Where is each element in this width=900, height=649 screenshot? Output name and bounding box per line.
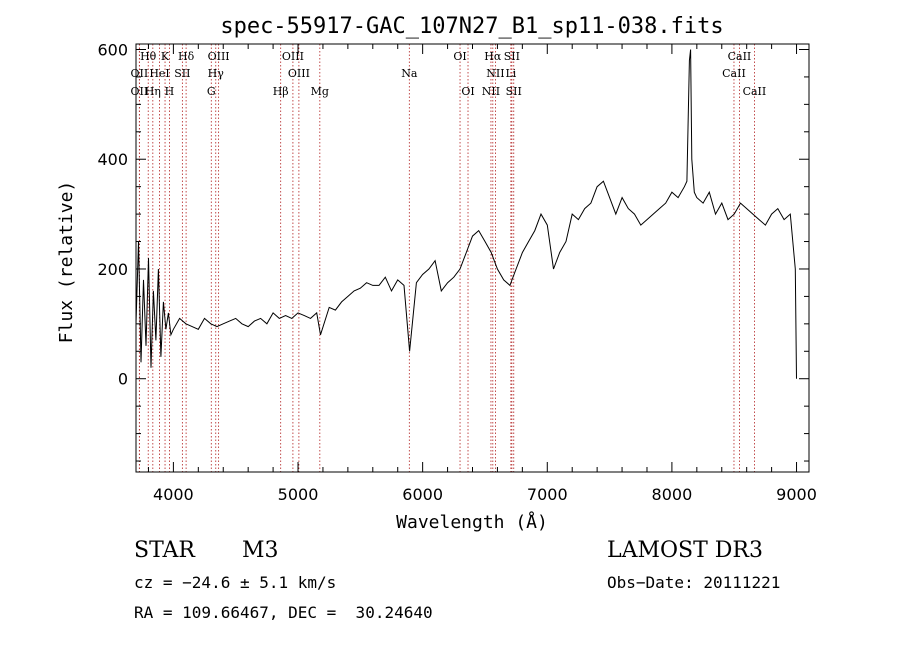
x-axis-label: Wavelength (Å) <box>396 511 548 533</box>
line-label: Hθ <box>140 50 157 63</box>
survey-name: LAMOST DR3 <box>607 538 763 563</box>
x-tick-label: 9000 <box>776 485 817 504</box>
line-label: H <box>165 85 175 98</box>
x-tick-labels: 4000 5000 6000 7000 8000 9000 <box>153 485 817 504</box>
line-label: G <box>207 85 216 98</box>
y-tick-labels: 0 200 400 600 <box>97 40 128 388</box>
line-label: OII <box>131 85 149 98</box>
chart-title: spec-55917-GAC_107N27_B1_sp11-038.fits <box>220 14 723 39</box>
line-label: Hδ <box>178 50 195 63</box>
line-label: SII <box>174 67 190 80</box>
line-label: Hη <box>145 85 161 98</box>
line-label: OI <box>461 85 474 98</box>
y-tick-label: 0 <box>118 370 128 389</box>
y-tick-label: 400 <box>97 150 128 169</box>
plot-frame <box>135 43 810 473</box>
line-label: OIII <box>282 50 304 63</box>
line-label: CaII <box>743 85 767 98</box>
line-label: OIII <box>208 50 230 63</box>
y-tick-label: 600 <box>97 40 128 59</box>
line-label: Li <box>505 67 516 80</box>
axis-ticks <box>136 44 809 472</box>
emission-line-markers <box>138 44 755 472</box>
line-label: Hβ <box>273 85 289 98</box>
x-tick-label: 5000 <box>278 485 319 504</box>
y-tick-label: 200 <box>97 260 128 279</box>
line-label: HeI <box>149 67 169 80</box>
sky-coordinates: RA = 109.66467, DEC = 30.24640 <box>134 603 433 622</box>
x-tick-label: 8000 <box>652 485 693 504</box>
line-label: CaII <box>722 67 746 80</box>
x-tick-label: 7000 <box>527 485 568 504</box>
line-label: OI <box>453 50 466 63</box>
line-label: K <box>161 50 170 63</box>
x-tick-label: 6000 <box>402 485 443 504</box>
redshift-velocity: cz = −24.6 ± 5.1 km/s <box>134 573 337 592</box>
x-tick-label: 4000 <box>153 485 194 504</box>
line-label: Hγ <box>208 67 225 80</box>
object-subclass: M3 <box>242 538 279 563</box>
line-label: SII <box>506 85 522 98</box>
line-label: Mg <box>311 85 329 98</box>
line-label: SII <box>504 50 520 63</box>
observation-date: Obs−Date: 20111221 <box>607 573 781 592</box>
line-label: OII <box>131 67 149 80</box>
line-label: Na <box>401 67 418 80</box>
line-label: OIII <box>288 67 310 80</box>
line-label: NII <box>482 85 500 98</box>
object-class: STAR <box>134 538 195 563</box>
y-axis-label: Flux (relative) <box>56 181 77 344</box>
spectrum-line <box>135 49 797 379</box>
line-label: CaII <box>728 50 752 63</box>
line-label: NII <box>486 67 504 80</box>
line-label: Hα <box>484 50 502 63</box>
